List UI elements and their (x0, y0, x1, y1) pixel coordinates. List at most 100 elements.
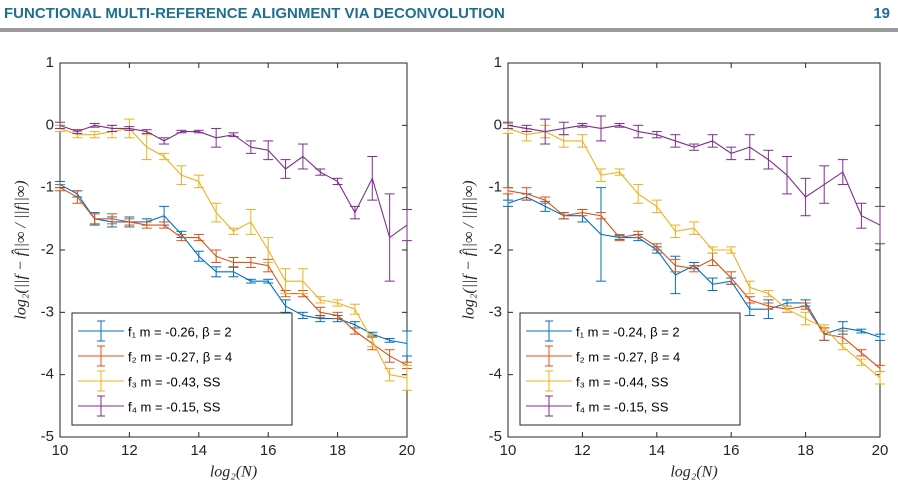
error-bar (633, 124, 644, 139)
error-bar (744, 296, 755, 304)
legend-label: f₁ m = -0.24, β = 2 (576, 324, 680, 339)
error-bar (315, 306, 326, 318)
y-axis-label: log₂(||f − f̂||∞ / ||f||∞) (10, 180, 29, 319)
error-bar (782, 305, 792, 313)
error-bar (280, 299, 291, 313)
error-bar (577, 122, 588, 128)
error-bar (228, 227, 239, 235)
error-bar (707, 246, 718, 254)
error-bar (707, 134, 718, 148)
error-bar (503, 121, 513, 129)
error-bar (193, 129, 204, 134)
legend-label: f₂ m = -0.27, β = 4 (128, 349, 232, 364)
error-bar (349, 205, 360, 220)
error-bar (367, 156, 378, 201)
x-axis-label: log₂(N) (210, 464, 257, 481)
error-bar (193, 233, 204, 242)
error-bar (89, 131, 100, 139)
legend-label: f₃ m = -0.43, SS (128, 374, 221, 389)
y-tick-label: 0 (46, 116, 54, 133)
error-bar (744, 280, 755, 295)
y-tick-label: -2 (41, 241, 54, 258)
error-bar (89, 213, 100, 225)
error-bar (800, 302, 811, 310)
error-bar (124, 126, 135, 131)
error-bar (837, 343, 848, 351)
error-bar (689, 221, 699, 235)
error-bar (540, 118, 551, 145)
error-bar (159, 137, 170, 145)
x-axis-label: log₂(N) (670, 464, 717, 481)
error-bar (176, 129, 187, 134)
error-bar (837, 159, 848, 186)
error-bar (540, 196, 551, 204)
error-bar (72, 129, 83, 134)
error-bar (800, 177, 811, 217)
error-bar (159, 221, 170, 229)
error-bar (763, 302, 774, 310)
legend-label: f₂ m = -0.27, β = 4 (576, 349, 680, 364)
error-bar (332, 311, 343, 320)
error-bar (744, 134, 755, 161)
y-tick-label: -4 (489, 366, 502, 383)
error-bar (297, 268, 308, 295)
error-bar (707, 277, 718, 292)
error-bar (245, 278, 256, 284)
y-tick-label: 1 (494, 54, 502, 71)
error-bar (211, 202, 222, 223)
error-bar (689, 143, 699, 151)
error-bar (596, 187, 606, 282)
error-bar (332, 177, 343, 186)
error-bar (558, 121, 569, 136)
error-bar (633, 184, 644, 204)
error-bar (596, 168, 606, 182)
y-tick-label: -3 (41, 303, 54, 320)
legend-label: f₄ m = -0.15, SS (128, 399, 221, 414)
error-bar (521, 124, 532, 133)
error-bar (176, 233, 187, 242)
error-bar (763, 149, 774, 170)
error-bar (55, 121, 65, 129)
x-tick-label: 12 (574, 442, 591, 459)
error-bar (55, 184, 65, 192)
error-bar (819, 324, 830, 332)
error-bar (856, 328, 867, 334)
error-bar (228, 256, 239, 268)
y-tick-label: -4 (41, 366, 54, 383)
running-title: FUNCTIONAL MULTI-REFERENCE ALIGNMENT VIA… (4, 5, 505, 22)
error-bar (577, 134, 588, 148)
y-tick-label: -5 (41, 428, 54, 445)
x-tick-label: 14 (190, 442, 207, 459)
error-bar (856, 202, 867, 229)
error-bar (211, 249, 222, 263)
legend-label: f₁ m = -0.26, β = 2 (128, 324, 232, 339)
error-bar (159, 152, 170, 161)
x-tick-label: 12 (121, 442, 138, 459)
error-bar (596, 212, 606, 220)
error-bar (280, 159, 291, 179)
y-tick-label: 1 (46, 54, 54, 71)
error-bar (228, 132, 239, 138)
error-bar (245, 256, 256, 268)
error-bar (614, 233, 625, 242)
error-bar (89, 122, 100, 128)
error-bar (521, 187, 532, 201)
x-tick-label: 18 (797, 442, 814, 459)
error-bar (193, 174, 204, 189)
error-bar (726, 271, 737, 285)
error-bar (875, 205, 885, 245)
error-bar (651, 131, 662, 139)
error-bar (141, 129, 152, 134)
error-bar (503, 199, 513, 207)
x-tick-label: 14 (648, 442, 665, 459)
error-bar (763, 290, 774, 298)
error-bar (503, 187, 513, 195)
error-bar (384, 193, 395, 282)
error-bar (689, 265, 699, 273)
error-bar (384, 367, 395, 382)
error-bar (558, 212, 569, 220)
error-bar (193, 250, 204, 262)
y-tick-label: -2 (489, 241, 502, 258)
x-tick-label: 10 (500, 442, 517, 459)
